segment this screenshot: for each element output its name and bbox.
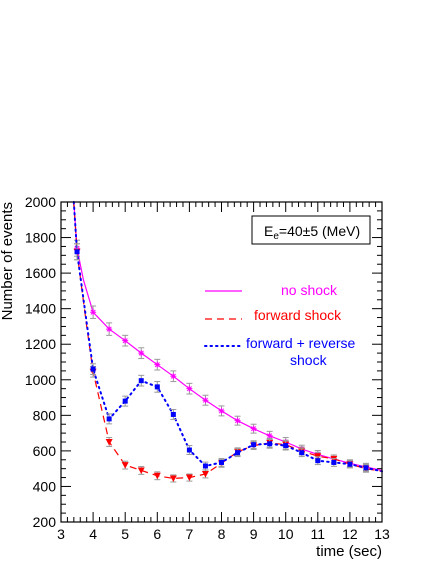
y-tick-label: 1000 xyxy=(25,372,56,388)
data-point xyxy=(218,407,225,414)
data-point xyxy=(153,472,161,480)
y-tick-label: 800 xyxy=(33,407,57,423)
data-point xyxy=(331,459,337,465)
legend-label-forward-reverse-shock: forward + reverse xyxy=(246,335,356,351)
series-line xyxy=(72,201,383,473)
series-line xyxy=(73,201,383,471)
data-point xyxy=(267,441,273,447)
annotation-frame xyxy=(251,215,371,245)
data-point xyxy=(169,475,177,482)
y-tick-label: 400 xyxy=(33,478,57,494)
y-axis-label: Number of events xyxy=(0,202,16,320)
x-tick-label: 9 xyxy=(250,526,258,542)
legend: no shock forward shock forward + reverse… xyxy=(204,282,356,368)
x-tick-label: 8 xyxy=(218,526,226,542)
legend-label-forward-reverse-shock-line2: shock xyxy=(290,352,328,368)
data-point xyxy=(138,350,145,357)
y-tick-label: 600 xyxy=(33,443,57,459)
y-tick-label: 1400 xyxy=(25,301,56,317)
annotation-base: E xyxy=(264,223,273,239)
energy-annotation-box: Ee=40±5 (MeV) xyxy=(251,215,371,245)
data-point xyxy=(299,450,305,456)
x-tick-label: 13 xyxy=(374,526,390,542)
y-tick-label: 1200 xyxy=(25,336,56,352)
x-tick-label: 6 xyxy=(153,526,161,542)
data-point xyxy=(266,432,273,439)
data-point xyxy=(90,309,97,316)
annotation-value: =40±5 (MeV) xyxy=(279,223,360,239)
y-tick-label: 2000 xyxy=(25,194,56,210)
axes: 3 4 5 6 7 8 9 10 11 12 13 200 400 600 800 1000 1200 1400 1… xyxy=(25,194,390,542)
data-point xyxy=(121,462,129,469)
plot-frame xyxy=(60,201,383,523)
y-tick-label: 1600 xyxy=(25,265,56,281)
data-point xyxy=(234,417,241,424)
data-point xyxy=(185,474,193,482)
data-point xyxy=(219,459,224,465)
data-point xyxy=(137,467,145,474)
x-tick-label: 3 xyxy=(57,526,65,542)
data-point xyxy=(154,384,160,390)
series-group xyxy=(72,201,383,483)
x-tick-label: 5 xyxy=(121,526,129,542)
data-point xyxy=(74,249,80,255)
x-tick-label: 4 xyxy=(89,526,97,542)
data-point xyxy=(106,326,113,333)
data-point xyxy=(363,465,369,471)
x-tick-label: 12 xyxy=(342,526,358,542)
annotation-subscript: e xyxy=(273,231,279,242)
y-tick-label: 200 xyxy=(33,514,57,530)
data-point xyxy=(186,385,193,392)
data-point xyxy=(186,447,192,453)
data-point xyxy=(201,471,209,478)
data-point xyxy=(235,450,241,456)
data-point xyxy=(90,366,96,372)
data-point xyxy=(315,458,321,464)
data-point xyxy=(105,439,113,446)
y-tick-label: 1800 xyxy=(25,230,56,246)
data-point xyxy=(106,416,112,422)
data-point xyxy=(122,398,128,404)
data-point xyxy=(347,461,353,467)
series-2 xyxy=(72,201,383,473)
data-point xyxy=(122,337,129,344)
series-line xyxy=(73,201,383,480)
x-tick-label: 10 xyxy=(278,526,294,542)
data-point xyxy=(202,463,208,469)
data-point xyxy=(202,397,209,404)
data-point xyxy=(283,443,289,449)
x-tick-label: 11 xyxy=(311,526,326,542)
x-axis-label: time (sec) xyxy=(316,543,382,560)
data-point xyxy=(170,373,177,380)
data-point xyxy=(251,442,257,448)
data-point xyxy=(170,411,176,417)
data-point xyxy=(138,378,144,384)
legend-label-no-shock: no shock xyxy=(281,282,338,298)
annotation-text: Ee=40±5 (MeV) xyxy=(264,223,360,242)
data-point xyxy=(250,425,257,432)
x-tick-label: 7 xyxy=(186,526,194,542)
data-point xyxy=(154,361,161,368)
legend-label-forward-shock: forward shock xyxy=(254,307,342,323)
